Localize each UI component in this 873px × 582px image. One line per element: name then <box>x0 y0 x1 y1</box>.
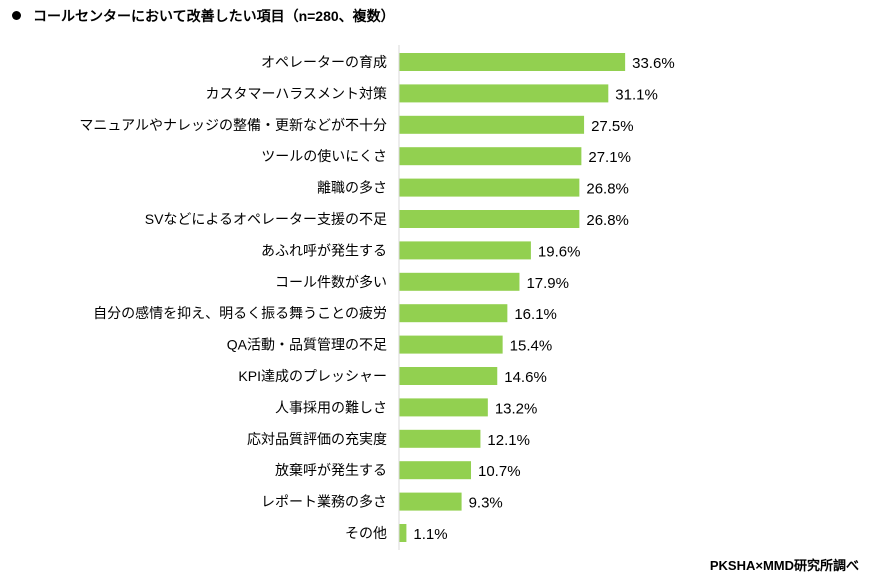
chart-title-text: コールセンターにおいて改善したい項目（n=280、複数） <box>33 8 395 24</box>
category-label: KPI達成のプレッシャー <box>238 368 387 384</box>
bar <box>399 210 580 228</box>
bar <box>399 524 407 542</box>
bar <box>399 367 498 385</box>
category-label: その他 <box>345 525 387 541</box>
bar <box>399 429 481 448</box>
chart-title: コールセンターにおいて改善したい項目（n=280、複数） <box>12 6 395 26</box>
source-note: PKSHA×MMD研究所調べ <box>709 558 859 573</box>
data-label: 27.1% <box>588 149 631 166</box>
data-label: 17.9% <box>526 275 569 292</box>
data-label: 15.4% <box>510 338 553 355</box>
data-label: 9.3% <box>469 495 503 512</box>
data-label: 1.1% <box>413 526 447 543</box>
category-label: コール件数が多い <box>275 274 387 290</box>
data-label: 27.5% <box>591 118 634 135</box>
data-label: 13.2% <box>495 400 538 417</box>
data-label: 16.1% <box>514 306 557 323</box>
category-label: SVなどによるオペレーター支援の不足 <box>145 211 387 227</box>
category-label: QA活動・品質管理の不足 <box>227 337 387 353</box>
bar <box>399 272 520 291</box>
bar <box>399 84 609 103</box>
data-label: 31.1% <box>615 86 658 103</box>
bar <box>399 115 585 134</box>
data-label: 10.7% <box>478 463 521 480</box>
data-label: 14.6% <box>504 369 547 386</box>
data-label: 26.8% <box>586 212 629 229</box>
category-label: 応対品質評価の充実度 <box>247 431 387 447</box>
category-label: あふれ呼が発生する <box>261 242 387 258</box>
category-label: 人事採用の難しさ <box>275 399 387 415</box>
bullet-icon <box>12 10 21 20</box>
bar <box>399 398 488 417</box>
category-label: レポート業務の多さ <box>261 494 387 510</box>
category-label: 自分の感情を抑え、明るく振る舞うことの疲労 <box>93 305 387 321</box>
bar <box>399 304 508 323</box>
category-label: オペレーターの育成 <box>261 54 387 70</box>
bar <box>399 147 582 166</box>
bar <box>399 241 531 260</box>
category-label: ツールの使いにくさ <box>261 148 387 164</box>
bar <box>399 53 626 71</box>
category-label: 離職の多さ <box>317 180 387 196</box>
bar <box>399 492 462 511</box>
category-label: カスタマーハラスメント対策 <box>206 85 387 101</box>
data-label: 19.6% <box>538 243 581 260</box>
data-label: 33.6% <box>632 55 675 72</box>
bar <box>399 461 472 480</box>
category-label: マニュアルやナレッジの整備・更新などが不十分 <box>79 117 387 133</box>
data-label: 26.8% <box>586 181 629 198</box>
bar <box>399 335 503 354</box>
category-label: 放棄呼が発生する <box>275 462 387 478</box>
data-label: 12.1% <box>487 432 530 449</box>
bar <box>399 178 580 197</box>
